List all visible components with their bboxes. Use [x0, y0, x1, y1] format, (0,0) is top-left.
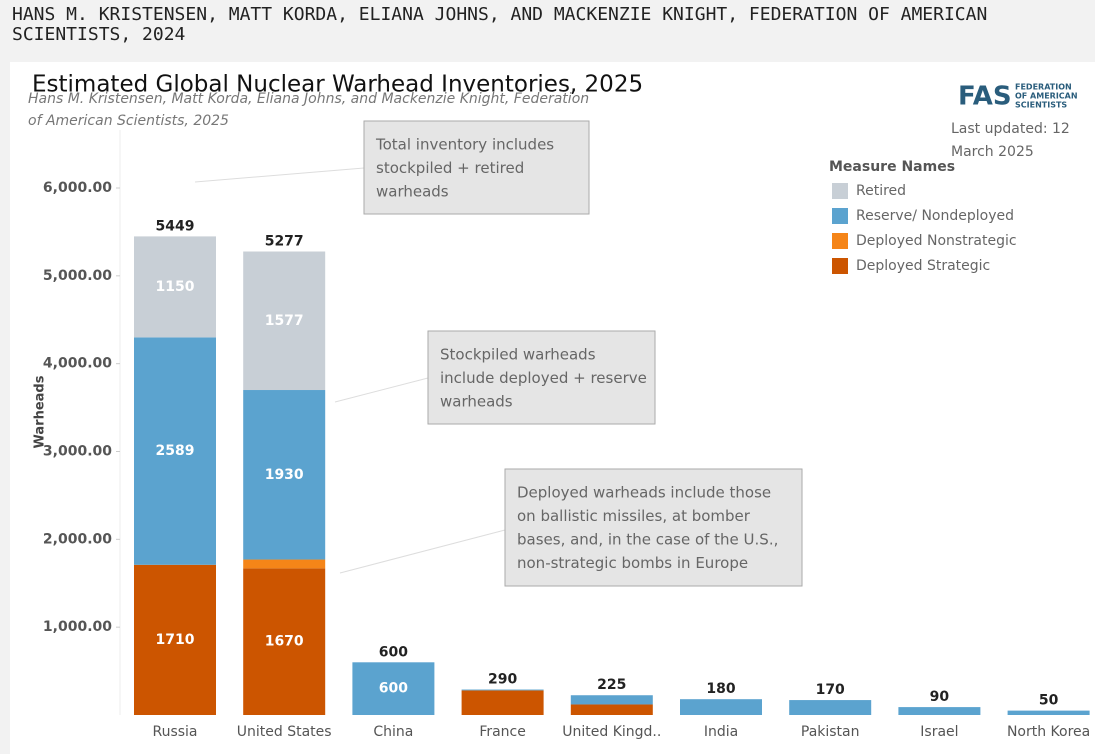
- legend-label: Deployed Strategic: [856, 258, 990, 274]
- annotation-text: on ballistic missiles, at bomber: [517, 507, 751, 525]
- total-label: 50: [1039, 693, 1059, 709]
- segment-label: 1930: [265, 467, 304, 483]
- annotation-text: warheads: [376, 183, 449, 201]
- chart-title: Estimated Global Nuclear Warhead Invento…: [32, 72, 643, 98]
- bar-segment: [680, 699, 762, 715]
- bar-segment: [243, 568, 326, 715]
- y-tick-label: 3,000.00: [43, 444, 112, 460]
- y-tick-label: 6,000.00: [43, 180, 112, 196]
- annotation-text: Total inventory includes: [375, 136, 554, 154]
- bar-segment: [134, 236, 216, 338]
- total-label: 5449: [156, 218, 195, 234]
- total-label: 5277: [265, 234, 304, 250]
- bar-segment: [352, 662, 435, 715]
- bar-segment: [243, 559, 326, 569]
- annotation-text: include deployed + reserve: [440, 369, 647, 387]
- bar-segment: [243, 390, 326, 560]
- x-tick-label: North Korea: [1007, 724, 1090, 740]
- annotation-text: stockpiled + retired: [376, 159, 524, 177]
- segment-label: 1670: [265, 634, 304, 650]
- x-tick-label: United States: [237, 724, 332, 740]
- y-tick-label: 4,000.00: [43, 356, 112, 372]
- legend-label: Deployed Nonstrategic: [856, 233, 1017, 249]
- total-label: 225: [597, 677, 626, 693]
- total-label: 600: [379, 644, 408, 660]
- bar-segment: [243, 251, 326, 391]
- segment-label: 1150: [156, 279, 195, 295]
- bar-segment: [134, 337, 216, 565]
- legend-swatch: [832, 258, 848, 274]
- x-tick-label: India: [704, 724, 738, 740]
- bar-segment: [789, 700, 872, 715]
- connector: [339, 529, 506, 574]
- annotation-box: [504, 468, 803, 587]
- header-line: SCIENTISTS, 2024: [12, 24, 185, 45]
- annotation-box: [427, 330, 656, 425]
- total-label: 90: [930, 689, 950, 705]
- y-tick-label: 2,000.00: [43, 531, 112, 547]
- legend-swatch: [832, 183, 848, 199]
- legend-swatch: [832, 208, 848, 224]
- y-tick-label: 1,000.00: [43, 619, 112, 635]
- connector: [194, 167, 365, 183]
- bar-segment: [461, 690, 544, 715]
- bar-segment: [570, 695, 653, 705]
- legend-label: Retired: [856, 183, 906, 199]
- logo-text: FEDERATION: [1015, 83, 1072, 92]
- annotation-text: Stockpiled warheads: [440, 346, 596, 364]
- bar-segment: [570, 704, 653, 715]
- logo-mark: FAS: [958, 82, 1012, 112]
- bar-segment: [1007, 710, 1090, 715]
- legend-title: Measure Names: [829, 159, 955, 175]
- x-tick-label: China: [373, 724, 413, 740]
- y-axis-label: Warheads: [33, 375, 48, 448]
- logo-text: SCIENTISTS: [1015, 101, 1067, 110]
- y-tick-label: 5,000.00: [43, 268, 112, 284]
- bar-segment: [461, 689, 544, 691]
- bar-segment: [134, 564, 216, 715]
- x-tick-label: Israel: [920, 724, 958, 740]
- last-updated: Last updated: 12: [951, 121, 1070, 137]
- total-label: 170: [816, 682, 845, 698]
- last-updated: March 2025: [951, 144, 1034, 160]
- segment-label: 1710: [156, 632, 195, 648]
- x-tick-label: United Kingd..: [562, 724, 661, 740]
- annotation-text: non-strategic bombs in Europe: [517, 554, 748, 572]
- segment-label: 600: [379, 681, 408, 697]
- logo-text: OF AMERICAN: [1015, 92, 1078, 101]
- connector: [334, 377, 429, 403]
- annotation-text: Deployed warheads include those: [517, 484, 771, 502]
- segment-label: 2589: [156, 443, 195, 459]
- annotation-text: warheads: [440, 393, 513, 411]
- x-tick-label: Russia: [152, 724, 197, 740]
- x-tick-label: France: [479, 724, 526, 740]
- annotation-text: bases, and, in the case of the U.S.,: [517, 531, 778, 549]
- total-label: 180: [706, 681, 735, 697]
- annotation-box: [363, 120, 590, 215]
- segment-label: 1577: [265, 313, 304, 329]
- subtitle: of American Scientists, 2025: [28, 113, 229, 129]
- x-tick-label: Pakistan: [801, 724, 860, 740]
- legend-label: Reserve/ Nondeployed: [856, 208, 1014, 224]
- bar-segment: [898, 707, 981, 715]
- header-line: HANS M. KRISTENSEN, MATT KORDA, ELIANA J…: [12, 4, 987, 25]
- subtitle: Hans M. Kristensen, Matt Korda, Eliana J…: [28, 91, 589, 107]
- total-label: 290: [488, 672, 517, 688]
- legend-swatch: [832, 233, 848, 249]
